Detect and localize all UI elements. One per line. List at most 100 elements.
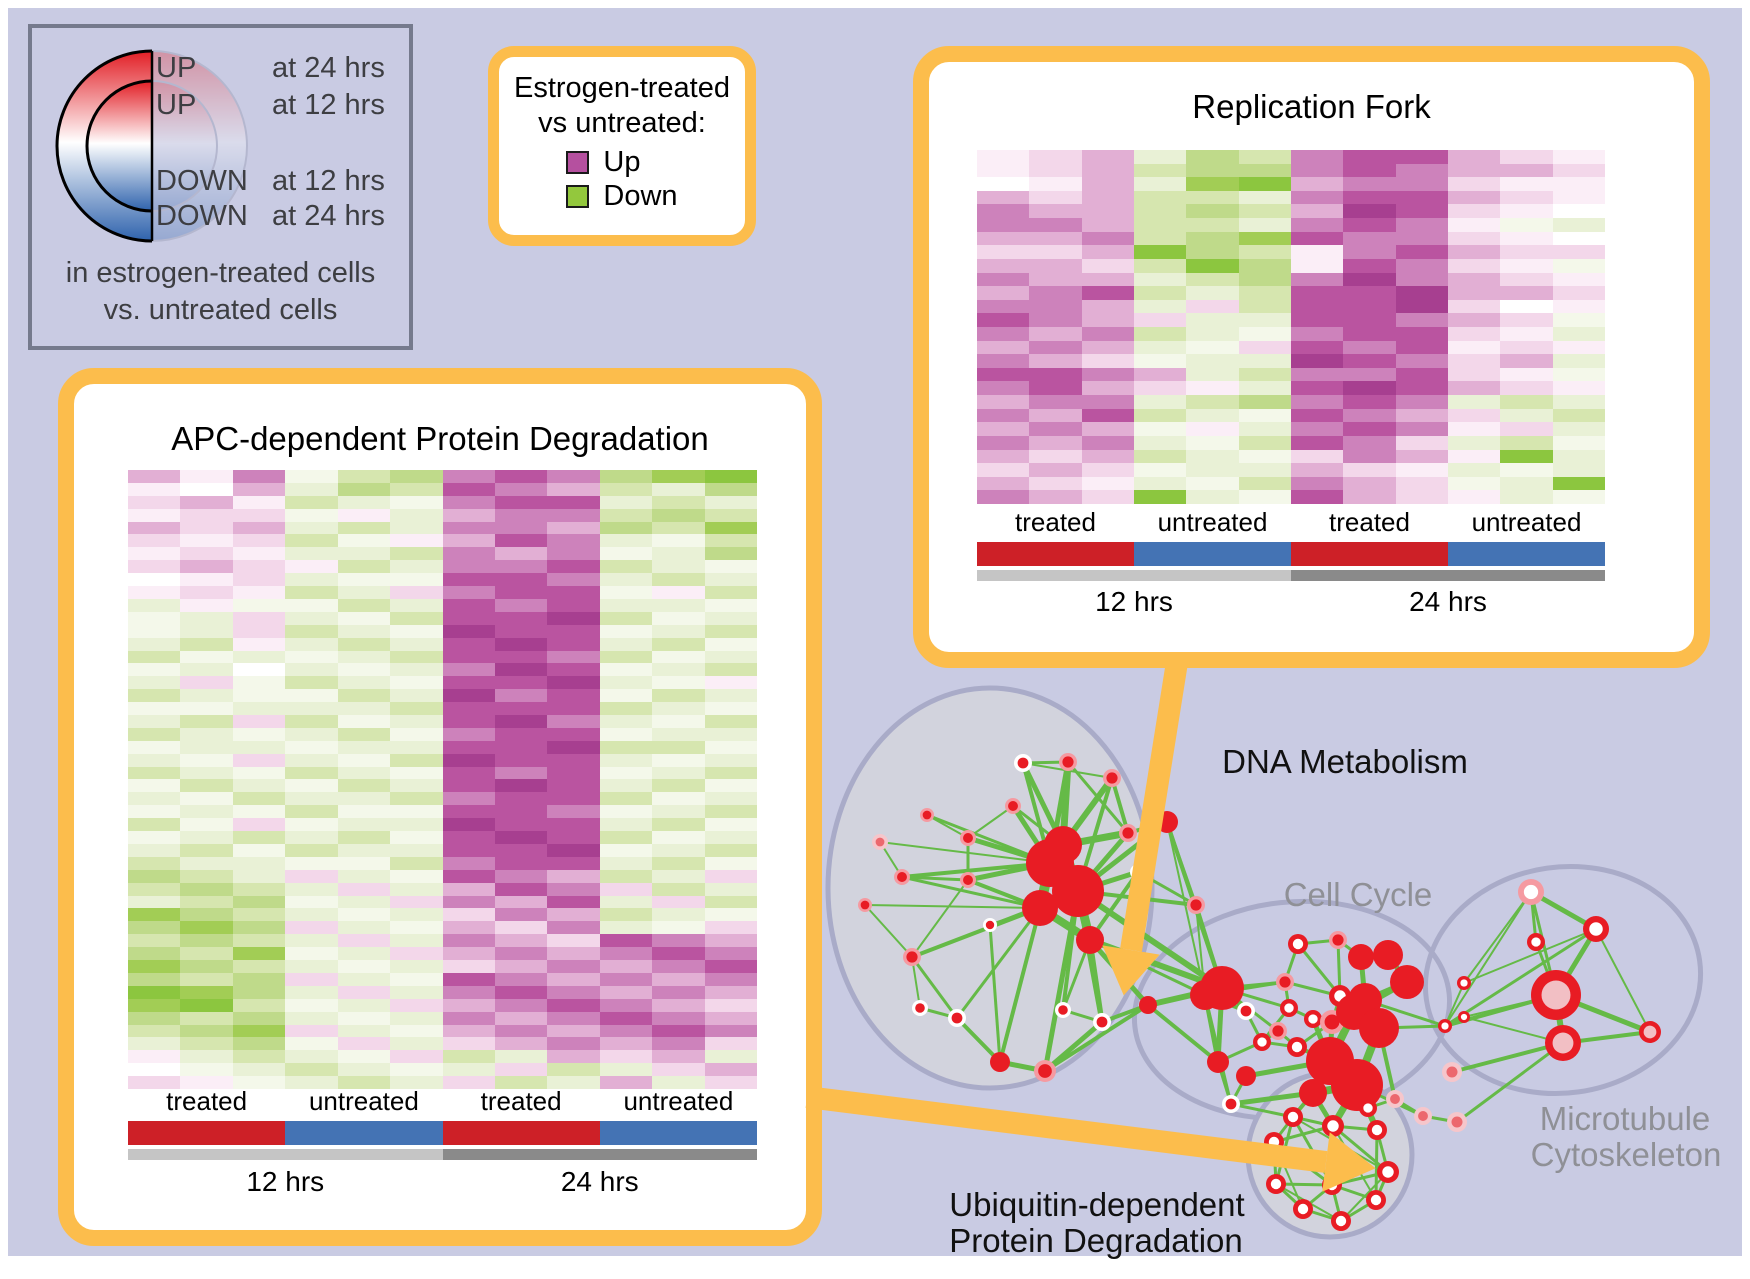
- network-edge: [1066, 761, 1130, 834]
- heatmap-cell: [494, 753, 548, 767]
- heatmap-cell: [442, 1076, 495, 1089]
- heatmap-cell: [390, 586, 443, 599]
- heatmap-cell: [232, 998, 286, 1012]
- heatmap-cell: [1500, 490, 1553, 504]
- heatmap-cell: [442, 882, 495, 896]
- heatmap-cell: [1081, 381, 1134, 396]
- heatmap-cell: [652, 753, 705, 767]
- group-label: treated: [1015, 507, 1096, 537]
- apc-time-labels: 12 hrs 24 hrs: [128, 1166, 757, 1200]
- heatmap-cell: [977, 354, 1030, 368]
- heatmap-cell: [1029, 327, 1082, 341]
- heatmap-cell: [1133, 286, 1187, 300]
- heatmap-cell: [1447, 177, 1501, 191]
- heatmap-cell: [977, 435, 1030, 450]
- heatmap-cell: [1081, 204, 1134, 219]
- network-node: [1034, 1060, 1056, 1082]
- heatmap-cell: [180, 676, 233, 690]
- heatmap-cell: [442, 650, 495, 664]
- heatmap-cell: [1447, 422, 1501, 436]
- heatmap-cell: [704, 598, 757, 612]
- heatmap-cell: [390, 921, 443, 935]
- heatmap-cell: [337, 921, 391, 935]
- heatmap-cell: [180, 1063, 233, 1077]
- heatmap-cell: [704, 856, 757, 870]
- heatmap-cell: [180, 547, 233, 561]
- heatmap-cell: [285, 650, 338, 664]
- heatmap-cell: [1238, 258, 1291, 273]
- heatmap-cell: [547, 534, 600, 548]
- heatmap-cell: [1395, 245, 1448, 259]
- heatmap-cell: [1447, 381, 1501, 396]
- heatmap-cell: [1552, 150, 1605, 164]
- heatmap-cell: [390, 766, 443, 780]
- heatmap-cell: [1081, 435, 1134, 450]
- heatmap-cell: [442, 560, 495, 574]
- heatmap-cell: [232, 1011, 286, 1025]
- heatmap-cell: [390, 908, 443, 922]
- heatmap-cell: [494, 895, 548, 909]
- heatmap-cell: [977, 422, 1030, 436]
- network-node: [1266, 1174, 1286, 1194]
- heatmap-cell: [232, 586, 286, 599]
- heatmap-cell: [390, 895, 443, 909]
- heatmap-cell: [1395, 340, 1448, 355]
- heatmap-cell: [1500, 150, 1553, 164]
- heatmap-cell: [180, 895, 233, 909]
- group-label: untreated: [1157, 507, 1268, 537]
- heatmap-cell: [1290, 163, 1344, 178]
- rf-group-labels: treated untreated treated untreated: [977, 507, 1605, 537]
- heatmap-cell: [1029, 490, 1082, 504]
- heatmap-cell: [547, 921, 600, 935]
- heatmap-cell: [337, 1024, 391, 1038]
- heatmap-cell: [547, 792, 600, 806]
- heatmap-cell: [494, 934, 548, 948]
- heatmap-cell: [180, 934, 233, 948]
- heatmap-cell: [232, 1037, 286, 1051]
- network-edge: [1444, 982, 1465, 1027]
- heatmap-cell: [390, 637, 443, 651]
- legend-footer-line1: in estrogen-treated cells: [65, 257, 376, 289]
- network-edge: [1463, 891, 1532, 984]
- heatmap-cell: [1029, 313, 1082, 327]
- heatmap-cell: [128, 985, 181, 999]
- heatmap-cell: [1081, 340, 1134, 355]
- heatmap-cell: [442, 508, 495, 522]
- time-bar: [442, 1149, 757, 1160]
- heatmap-cell: [704, 1024, 757, 1038]
- heatmap-cell: [704, 560, 757, 574]
- heatmap-cell: [337, 1076, 391, 1089]
- heatmap-cell: [547, 470, 600, 483]
- heatmap-cell: [285, 598, 338, 612]
- heatmap-cell: [1186, 286, 1239, 300]
- heatmap-cell: [1395, 177, 1448, 191]
- replication-fork-heatmap: [977, 150, 1605, 504]
- heatmap-cell: [442, 1024, 495, 1038]
- heatmap-cell: [599, 689, 653, 703]
- heatmap-cell: [1447, 340, 1501, 355]
- heatmap-cell: [1552, 218, 1605, 232]
- heatmap-cell: [704, 843, 757, 857]
- heatmap-cell: [1395, 163, 1448, 178]
- heatmap-cell: [337, 869, 391, 883]
- heatmap-cell: [704, 650, 757, 664]
- heatmap-cell: [1186, 490, 1239, 504]
- network-edge: [1451, 1041, 1564, 1074]
- heatmap-cell: [1395, 449, 1448, 464]
- heatmap-cell: [337, 611, 391, 625]
- heatmap-cell: [704, 985, 757, 999]
- heatmap-cell: [494, 1063, 548, 1077]
- heatmap-cell: [1343, 299, 1396, 314]
- heatmap-cell: [1343, 435, 1396, 450]
- network-edge: [1444, 927, 1597, 1028]
- heatmap-cell: [128, 843, 181, 857]
- heatmap-cell: [977, 150, 1030, 164]
- heatmap-cell: [599, 998, 653, 1012]
- heatmap-cell: [285, 508, 338, 522]
- down-label: Down: [603, 179, 678, 212]
- network-node: [903, 948, 921, 966]
- heatmap-cell: [599, 611, 653, 625]
- legend-up-12-label: UP: [156, 89, 197, 121]
- heatmap-cell: [1343, 245, 1396, 259]
- rf-time-bars: [977, 570, 1605, 581]
